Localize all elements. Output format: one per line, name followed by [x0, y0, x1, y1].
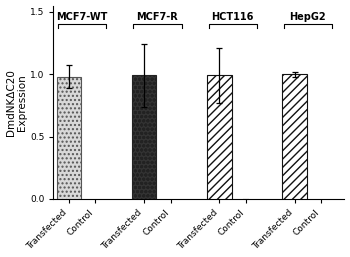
Bar — [207, 75, 232, 199]
Text: MCF7-R: MCF7-R — [136, 12, 178, 22]
Bar — [132, 75, 156, 199]
Bar — [282, 74, 307, 199]
Text: MCF7-WT: MCF7-WT — [56, 12, 108, 22]
Y-axis label: DmdNKΔC20
Expression: DmdNKΔC20 Expression — [6, 69, 27, 136]
Text: HepG2: HepG2 — [289, 12, 326, 22]
Bar — [57, 77, 81, 199]
Text: HCT116: HCT116 — [211, 12, 254, 22]
